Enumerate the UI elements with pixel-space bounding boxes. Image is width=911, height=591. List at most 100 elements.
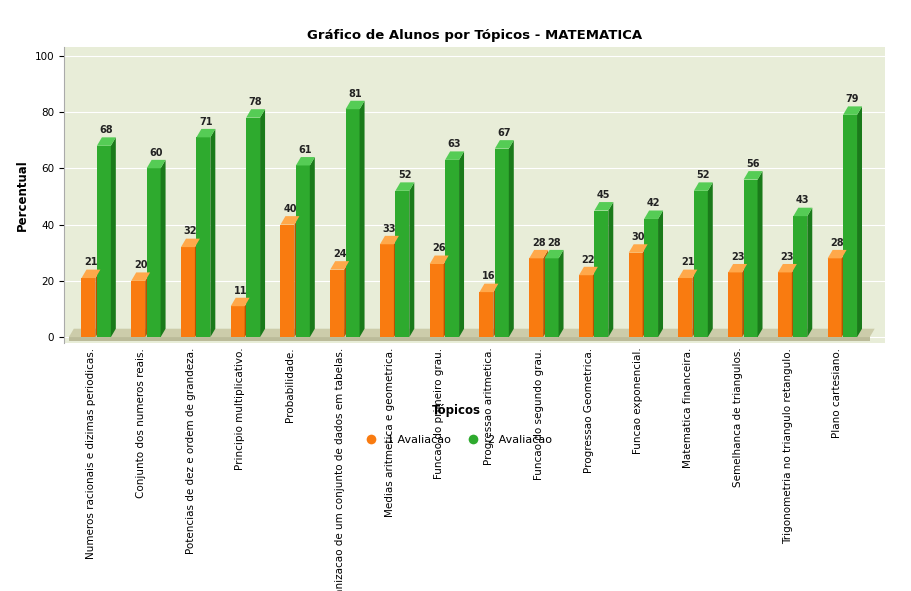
Polygon shape — [827, 250, 845, 258]
Polygon shape — [330, 261, 349, 269]
Title: Gráfico de Alunos por Tópicos - MATEMATICA: Gráfico de Alunos por Tópicos - MATEMATI… — [306, 29, 641, 42]
Bar — [196, 137, 210, 337]
Text: 71: 71 — [199, 116, 212, 126]
Polygon shape — [643, 210, 662, 219]
Text: 30: 30 — [630, 232, 644, 242]
Bar — [544, 258, 558, 337]
Polygon shape — [310, 157, 314, 337]
Polygon shape — [742, 264, 746, 337]
Bar — [842, 115, 856, 337]
Polygon shape — [856, 106, 861, 337]
Text: 16: 16 — [482, 271, 495, 281]
Polygon shape — [230, 298, 250, 306]
Polygon shape — [841, 250, 845, 337]
Polygon shape — [544, 250, 563, 258]
Bar — [81, 278, 96, 337]
Polygon shape — [281, 216, 299, 225]
Polygon shape — [343, 261, 349, 337]
Polygon shape — [244, 298, 250, 337]
Polygon shape — [777, 264, 796, 272]
Polygon shape — [409, 183, 414, 337]
Bar — [742, 180, 757, 337]
Polygon shape — [628, 244, 647, 253]
Bar — [147, 168, 160, 337]
Text: 81: 81 — [348, 89, 362, 99]
Bar — [180, 247, 195, 337]
Polygon shape — [81, 269, 100, 278]
Polygon shape — [260, 109, 265, 337]
Text: 78: 78 — [249, 97, 262, 107]
Polygon shape — [508, 140, 513, 337]
Polygon shape — [429, 255, 448, 264]
Polygon shape — [68, 329, 874, 337]
Text: 28: 28 — [531, 238, 545, 248]
Text: 33: 33 — [383, 223, 395, 233]
Text: 56: 56 — [745, 159, 759, 169]
Bar — [97, 146, 111, 337]
Bar — [479, 292, 493, 337]
Polygon shape — [791, 264, 796, 337]
Polygon shape — [394, 236, 398, 337]
Bar — [628, 253, 642, 337]
Text: Tópicos: Tópicos — [431, 404, 480, 417]
Polygon shape — [458, 151, 464, 337]
Text: 23: 23 — [730, 252, 743, 262]
Bar — [295, 165, 310, 337]
Text: 23: 23 — [780, 252, 793, 262]
Text: 40: 40 — [283, 204, 296, 214]
Text: 52: 52 — [398, 170, 411, 180]
Bar — [827, 258, 841, 337]
Bar — [246, 118, 260, 337]
Bar — [429, 264, 443, 337]
Polygon shape — [842, 106, 861, 115]
Bar — [131, 281, 145, 337]
Bar — [578, 275, 592, 337]
Text: 61: 61 — [298, 145, 312, 155]
Text: 60: 60 — [149, 148, 163, 158]
Bar — [777, 272, 791, 337]
Bar — [528, 258, 543, 337]
Text: 43: 43 — [795, 196, 809, 206]
Polygon shape — [180, 239, 200, 247]
Polygon shape — [757, 171, 762, 337]
Text: 67: 67 — [497, 128, 510, 138]
Text: 52: 52 — [696, 170, 710, 180]
Bar — [230, 306, 244, 337]
Polygon shape — [642, 244, 647, 337]
Polygon shape — [160, 160, 166, 337]
Polygon shape — [111, 137, 116, 337]
Polygon shape — [196, 129, 215, 137]
Polygon shape — [793, 207, 812, 216]
Polygon shape — [806, 207, 812, 337]
Text: 79: 79 — [844, 94, 858, 104]
Bar — [380, 244, 394, 337]
Text: 68: 68 — [99, 125, 113, 135]
Bar — [727, 272, 742, 337]
Bar — [281, 225, 294, 337]
Y-axis label: Percentual: Percentual — [15, 159, 29, 231]
Text: 28: 28 — [547, 238, 560, 248]
Polygon shape — [495, 140, 513, 148]
Polygon shape — [707, 183, 712, 337]
Bar — [643, 219, 658, 337]
Legend: 1 Avaliacao, 2 Avaliacao: 1 Avaliacao, 2 Avaliacao — [355, 431, 556, 450]
Polygon shape — [295, 157, 314, 165]
Polygon shape — [145, 272, 150, 337]
Text: 24: 24 — [333, 249, 346, 259]
Polygon shape — [558, 250, 563, 337]
Bar — [445, 160, 458, 337]
Polygon shape — [359, 100, 364, 337]
Text: 42: 42 — [646, 198, 660, 208]
Polygon shape — [445, 151, 464, 160]
Polygon shape — [594, 202, 612, 210]
Polygon shape — [345, 100, 364, 109]
Text: 21: 21 — [84, 257, 97, 267]
Text: 45: 45 — [597, 190, 609, 200]
Polygon shape — [479, 284, 497, 292]
Bar — [68, 337, 869, 342]
Polygon shape — [543, 250, 548, 337]
Text: 11: 11 — [233, 285, 247, 296]
Bar — [330, 269, 343, 337]
Bar — [345, 109, 359, 337]
Text: 22: 22 — [581, 255, 595, 265]
